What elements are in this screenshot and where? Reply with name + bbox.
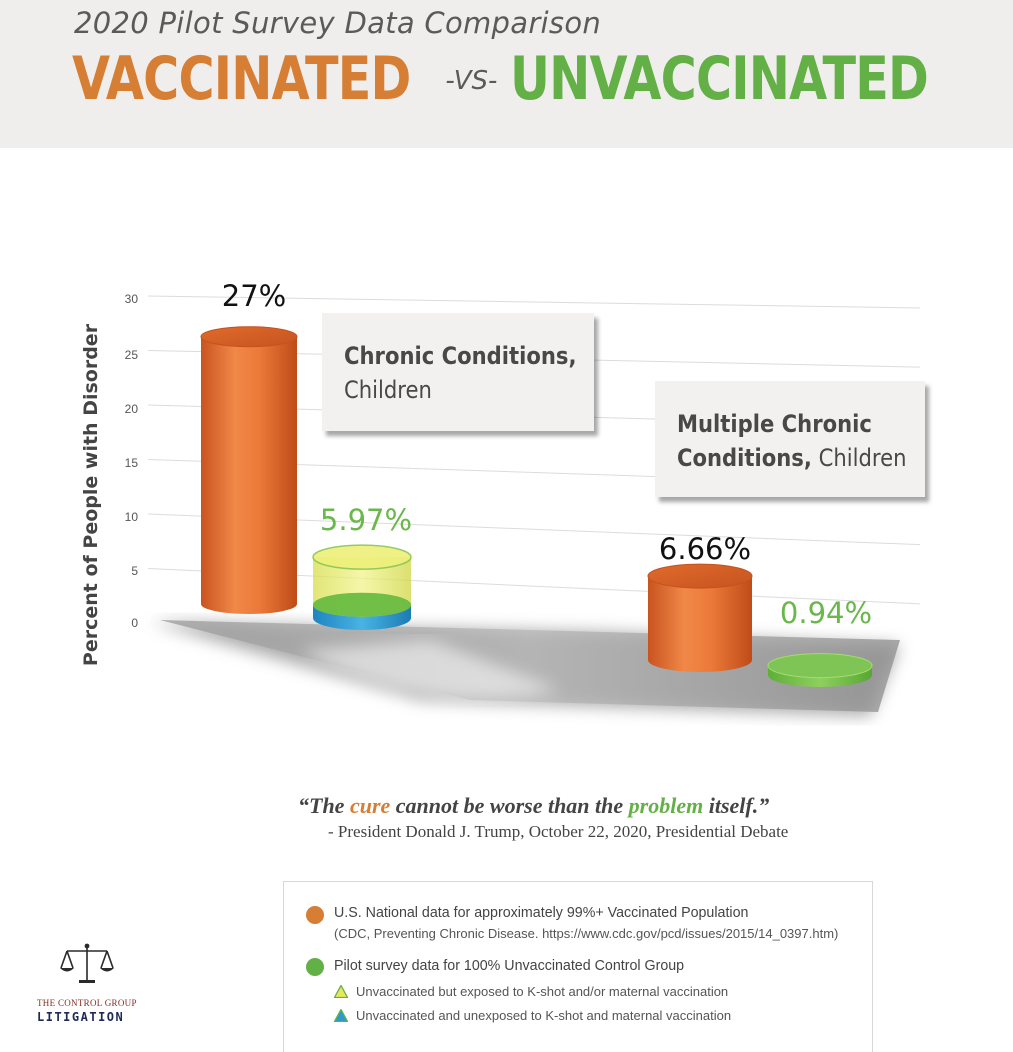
legend: U.S. National data for approximately 99%… [283,881,873,1052]
floor-highlight [300,640,560,699]
category-callout-multiple-chronic: Multiple Chronic Conditions, Children [655,381,925,497]
callout-2-line2-strong: Conditions, [677,444,812,472]
callout-1-line1: Chronic Conditions, [344,342,577,370]
y-tick-label-0: 0 [131,616,138,630]
chart-data-labels: 27% 5.97% 6.66% 0.94% [222,279,872,630]
title-vs: -VS- [445,66,498,96]
y-tick-label-30: 30 [125,292,139,306]
quote-open: “The [298,793,350,818]
bar-vaccinated-chronic [200,326,298,614]
legend-unexposed-label: Unvaccinated and unexposed to K-shot and… [356,1008,732,1023]
legend-vaccinated-dot-icon [306,906,324,924]
title-row: VACCINATED -VS- UNVACCINATED [72,44,1013,114]
legend-exposed-label: Unvaccinated but exposed to K-shot and/o… [356,984,729,999]
quote: “The cure cannot be worse than the probl… [298,793,769,819]
title-unvaccinated: UNVACCINATED [509,44,929,114]
callout-1-line2: Children [344,376,432,404]
callout-2-line1: Multiple Chronic [677,410,872,438]
quote-problem: problem [628,793,704,818]
callout-2-line2: Conditions, Children [677,441,906,475]
bar-unvaccinated-chronic [312,544,412,630]
y-tick-label-10: 10 [125,510,139,524]
title-vaccinated: VACCINATED [72,44,411,114]
data-label-vaccinated-multiple: 6.66% [659,532,751,566]
quote-mid: cannot be worse than the [390,793,629,818]
legend-unvaccinated-label: Pilot survey data for 100% Unvaccinated … [334,957,685,974]
logo-line2: LITIGATION [37,1010,125,1024]
scales-of-justice-icon [60,943,114,983]
legend-unvaccinated-dot-icon [306,958,324,976]
legend-unexposed-triangle-icon [334,1009,348,1022]
bar-unvaccinated-multiple [767,653,873,687]
chart: 0 5 10 15 20 25 30 27% 5.97% 6.66% 0.94% Percent … [80,279,921,716]
y-tick-label-15: 15 [125,456,139,470]
y-tick-label-5: 5 [131,564,138,578]
chart-bars [200,326,873,687]
bar-vaccinated-multiple [647,563,753,672]
control-group-logo: THE CONTROL GROUP LITIGATION [34,942,142,1032]
data-label-vaccinated-chronic: 27% [222,279,286,313]
legend-vaccinated-source: (CDC, Preventing Chronic Disease. https:… [334,926,839,941]
gridline-30 [147,295,921,309]
callout-2-line2-light: Children [818,444,907,472]
supertitle: 2020 Pilot Survey Data Comparison [74,6,602,40]
data-label-unvaccinated-chronic: 5.97% [320,503,412,537]
logo-line1: THE CONTROL GROUP [37,998,137,1008]
legend-vaccinated-label: U.S. National data for approximately 99%… [334,904,749,921]
y-axis-label: Percent of People with Disorder [80,323,102,666]
category-callout-chronic: Chronic Conditions, Children [322,313,594,431]
quote-close: itself.” [703,793,770,818]
quote-attribution: - President Donald J. Trump, October 22,… [328,822,789,841]
y-axis-ticks: 0 5 10 15 20 25 30 [125,292,139,630]
y-tick-label-20: 20 [125,402,139,416]
data-label-unvaccinated-multiple: 0.94% [780,596,872,630]
legend-exposed-triangle-icon [334,985,348,998]
quote-cure: cure [349,793,391,818]
y-tick-label-25: 25 [125,348,139,362]
header-band: 2020 Pilot Survey Data Comparison VACCIN… [0,0,1013,148]
